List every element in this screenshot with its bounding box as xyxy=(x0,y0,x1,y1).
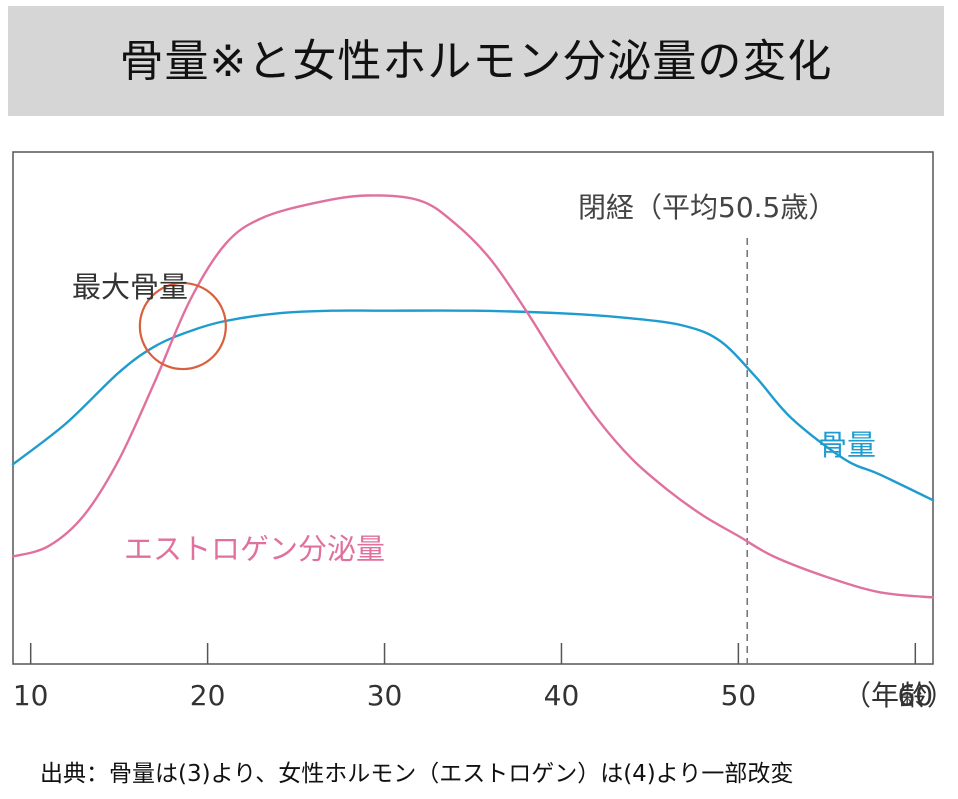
chart-title: 骨量※と女性ホルモン分泌量の変化 xyxy=(119,36,833,87)
x-tick-label-40: 40 xyxy=(544,679,580,712)
bone-mass-line xyxy=(11,309,935,502)
menopause-label: 閉経（平均50.5歳） xyxy=(578,191,836,224)
x-tick-label-50: 50 xyxy=(721,679,757,712)
plot-frame xyxy=(12,151,934,665)
x-tick-label-20: 20 xyxy=(190,679,226,712)
source-note: 出典：骨量は(3)より、女性ホルモン（エストロゲン）は(4)より一部改変 xyxy=(40,761,794,787)
x-unit-label: （年齢） xyxy=(843,679,955,712)
peak-bone-mass-label: 最大骨量 xyxy=(72,270,188,304)
peak-bone-mass-circle xyxy=(138,281,227,371)
title-bar: 骨量※と女性ホルモン分泌量の変化 xyxy=(8,6,944,116)
estrogen-series-label: エストロゲン分泌量 xyxy=(124,532,385,566)
bone-series-label: 骨量 xyxy=(818,428,876,462)
x-tick-label-30: 30 xyxy=(367,679,403,712)
x-tick-label-10: 10 xyxy=(13,679,49,712)
chart: 10 20 30 40 50 60 閉経（平均50.5歳） 最大骨量 骨量 エストロゲン分… xyxy=(11,151,955,712)
x-tick-label-60: 60 xyxy=(897,679,933,712)
estrogen-line xyxy=(11,194,935,599)
